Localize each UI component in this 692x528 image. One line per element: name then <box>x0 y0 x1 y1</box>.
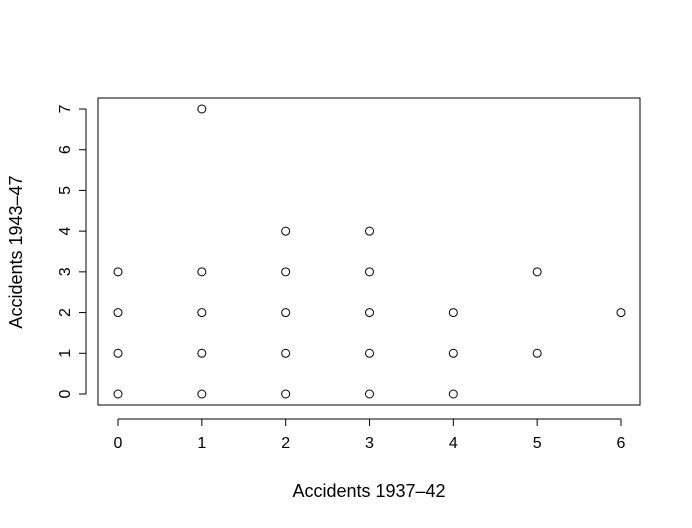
y-tick-label: 7 <box>57 104 74 113</box>
data-point <box>365 348 374 358</box>
x-axis-title: Accidents 1937–42 <box>292 481 445 501</box>
y-tick-label: 1 <box>57 349 74 358</box>
data-point <box>281 226 291 236</box>
data-point <box>365 308 374 318</box>
x-tick-label: 1 <box>197 435 206 452</box>
y-tick-label: 5 <box>57 186 74 195</box>
data-point <box>281 389 291 399</box>
x-tick-label: 6 <box>617 435 626 452</box>
x-axis: 0 1 2 3 4 5 6 <box>114 418 626 452</box>
data-point <box>113 308 123 318</box>
data-point <box>365 389 374 399</box>
data-point <box>113 348 123 358</box>
x-tick-label: 3 <box>365 435 374 452</box>
y-tick-label: 4 <box>57 227 74 236</box>
data-point <box>448 348 458 358</box>
y-tick-label: 0 <box>57 389 74 398</box>
data-point <box>616 308 626 318</box>
y-axis: 0 1 2 3 4 5 6 7 <box>57 104 87 398</box>
data-point <box>365 267 374 277</box>
data-point <box>197 389 207 399</box>
data-point <box>448 389 458 399</box>
data-point <box>281 267 291 277</box>
data-point <box>532 267 542 277</box>
data-point <box>281 308 291 318</box>
data-point <box>532 348 542 358</box>
data-points <box>113 104 626 399</box>
data-point <box>365 226 374 236</box>
data-point <box>197 104 207 114</box>
data-point <box>113 389 123 399</box>
x-tick-label: 4 <box>449 435 458 452</box>
x-tick-label: 0 <box>114 435 123 452</box>
data-point <box>281 348 291 358</box>
y-tick-label: 6 <box>57 145 74 154</box>
y-tick-label: 3 <box>57 267 74 276</box>
x-tick-label: 5 <box>533 435 542 452</box>
y-axis-title: Accidents 1943–47 <box>6 175 26 328</box>
data-point <box>197 308 207 318</box>
data-point <box>113 267 123 277</box>
data-point <box>448 308 458 318</box>
data-point <box>197 348 207 358</box>
x-tick-label: 2 <box>281 435 290 452</box>
data-point <box>197 267 207 277</box>
plot-frame <box>97 97 641 406</box>
y-tick-label: 2 <box>57 308 74 317</box>
